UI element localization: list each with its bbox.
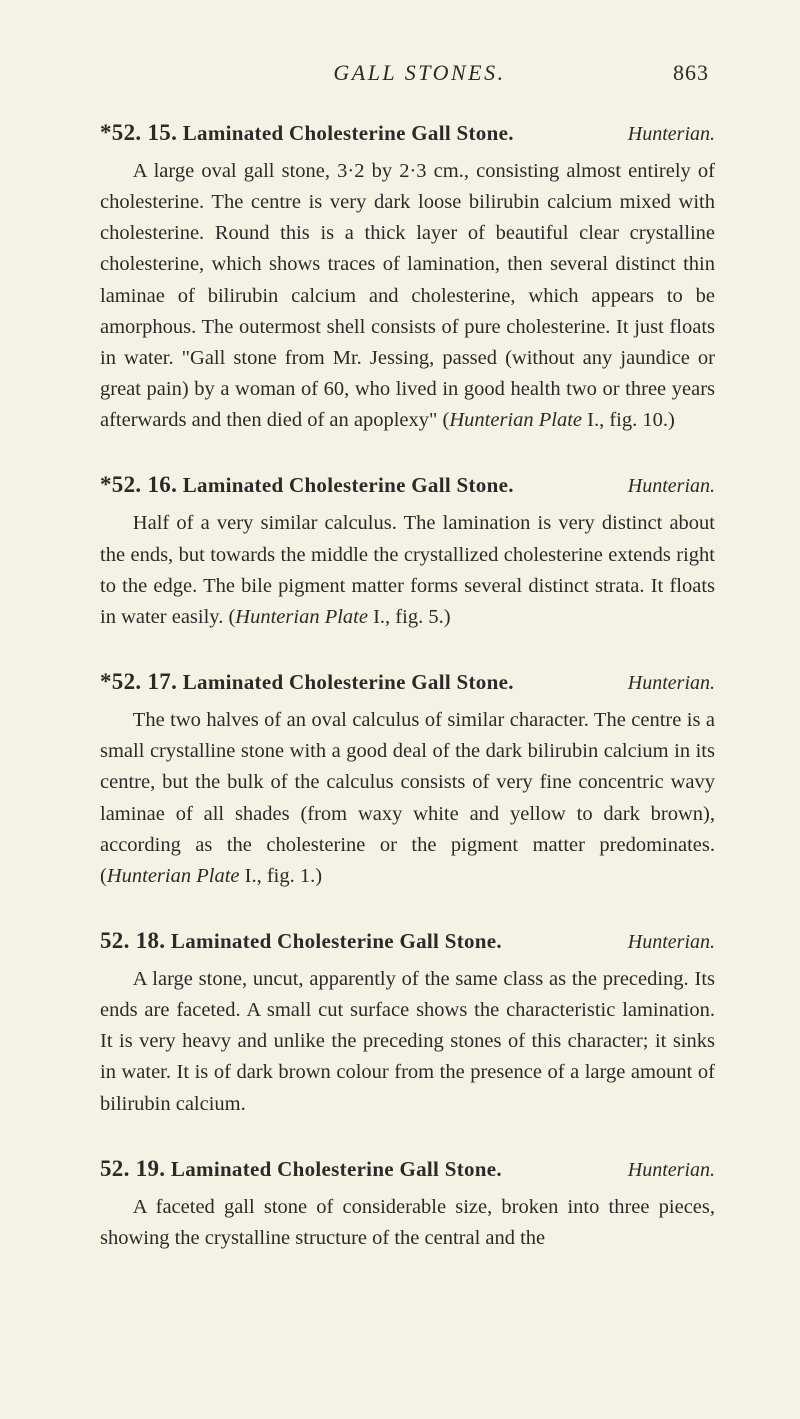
entry-source: Hunterian.: [610, 123, 715, 146]
plate-ref: Hunterian Plate: [449, 409, 582, 431]
entry-source: Hunterian.: [610, 475, 715, 498]
entry-body-pre: The two halves of an oval calculus of si…: [100, 709, 715, 887]
entry-body: Half of a very similar calculus. The lam…: [100, 508, 715, 633]
entry-number-title: 52. 18. Laminated Cholesterine Gall Ston…: [100, 928, 502, 954]
entry-body-pre: A large oval gall stone, 3·2 by 2·3 cm.,…: [100, 160, 715, 431]
entry-heading: 52. 19. Laminated Cholesterine Gall Ston…: [100, 1156, 715, 1182]
entry-body-post: I., fig. 1.): [240, 865, 323, 887]
entry-title: Laminated Cholesterine Gall Stone.: [183, 121, 514, 145]
entry-number: *52. 17.: [100, 669, 177, 694]
entry-title: Laminated Cholesterine Gall Stone.: [183, 670, 514, 694]
entry-title: Laminated Cholesterine Gall Stone.: [171, 929, 502, 953]
entry-number-title: *52. 15. Laminated Cholesterine Gall Sto…: [100, 120, 514, 146]
entry-body: A faceted gall stone of considerable siz…: [100, 1192, 715, 1254]
entry-body-post: I., fig. 5.): [368, 606, 451, 628]
entry-body-pre: A faceted gall stone of considerable siz…: [100, 1196, 715, 1249]
entry: 52. 18. Laminated Cholesterine Gall Ston…: [100, 928, 715, 1120]
page-number: 863: [673, 60, 709, 86]
entry-number-title: 52. 19. Laminated Cholesterine Gall Ston…: [100, 1156, 502, 1182]
entry-body: A large oval gall stone, 3·2 by 2·3 cm.,…: [100, 156, 715, 436]
entry: *52. 15. Laminated Cholesterine Gall Sto…: [100, 120, 715, 436]
entry-title: Laminated Cholesterine Gall Stone.: [183, 473, 514, 497]
entry-title: Laminated Cholesterine Gall Stone.: [171, 1157, 502, 1181]
entry: *52. 16. Laminated Cholesterine Gall Sto…: [100, 472, 715, 633]
running-head: GALL STONES. 863: [100, 60, 715, 86]
entry-heading: *52. 17. Laminated Cholesterine Gall Sto…: [100, 669, 715, 695]
entry-heading: *52. 16. Laminated Cholesterine Gall Sto…: [100, 472, 715, 498]
plate-ref: Hunterian Plate: [107, 865, 240, 887]
entry-number: *52. 15.: [100, 120, 177, 145]
entry-source: Hunterian.: [610, 672, 715, 695]
entry-number: *52. 16.: [100, 472, 177, 497]
entry-body: The two halves of an oval calculus of si…: [100, 705, 715, 892]
entry-number: 52. 19.: [100, 1156, 165, 1181]
entry: 52. 19. Laminated Cholesterine Gall Ston…: [100, 1156, 715, 1254]
entry-body-pre: A large stone, uncut, apparently of the …: [100, 968, 715, 1115]
page: GALL STONES. 863 *52. 15. Laminated Chol…: [0, 0, 800, 1419]
entry-number: 52. 18.: [100, 928, 165, 953]
entry-number-title: *52. 16. Laminated Cholesterine Gall Sto…: [100, 472, 514, 498]
entry-body-post: I., fig. 10.): [582, 409, 675, 431]
entry-number-title: *52. 17. Laminated Cholesterine Gall Sto…: [100, 669, 514, 695]
entry-source: Hunterian.: [610, 931, 715, 954]
running-title: GALL STONES.: [106, 60, 673, 86]
entry-heading: 52. 18. Laminated Cholesterine Gall Ston…: [100, 928, 715, 954]
entry-body: A large stone, uncut, apparently of the …: [100, 964, 715, 1120]
entry-source: Hunterian.: [610, 1159, 715, 1182]
plate-ref: Hunterian Plate: [235, 606, 368, 628]
entry: *52. 17. Laminated Cholesterine Gall Sto…: [100, 669, 715, 892]
entry-heading: *52. 15. Laminated Cholesterine Gall Sto…: [100, 120, 715, 146]
